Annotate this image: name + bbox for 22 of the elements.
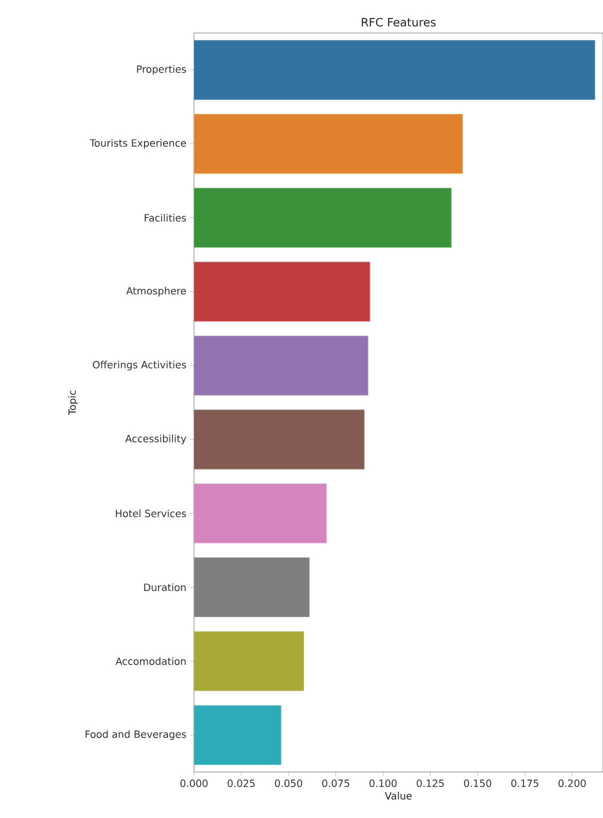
x-tick-label: 0.200 [558, 780, 586, 788]
x-tick-label: 0.050 [274, 780, 302, 788]
x-tick-label: 0.175 [511, 780, 538, 788]
y-tick-label: Accomodation [115, 657, 186, 666]
y-tick-label: Facilities [144, 214, 186, 222]
y-tick-label: Accessibility [125, 434, 186, 444]
x-tick-label: 0.025 [228, 780, 255, 788]
x-tick-label: 0.100 [369, 780, 397, 788]
x-tick-label: 0.075 [322, 780, 350, 788]
y-tick-label: Offerings Activities [92, 360, 186, 370]
x-tick-label: 0.150 [464, 780, 492, 788]
chart-title: RFC Features [362, 18, 436, 26]
y-tick-label: Tourists Experience [90, 139, 186, 149]
x-tick-label: 0.000 [180, 780, 208, 788]
y-tick-label: Hotel Services [116, 509, 186, 518]
y-tick-label: Properties [137, 65, 186, 75]
y-tick-label: Food and Beverages [86, 730, 186, 740]
y-tick-label: Atmosphere [126, 286, 186, 296]
y-axis-title: Topic [68, 390, 78, 416]
x-axis-title: Value [384, 792, 412, 800]
y-tick-label: Duration [144, 583, 186, 592]
x-tick-label: 0.125 [416, 780, 444, 788]
